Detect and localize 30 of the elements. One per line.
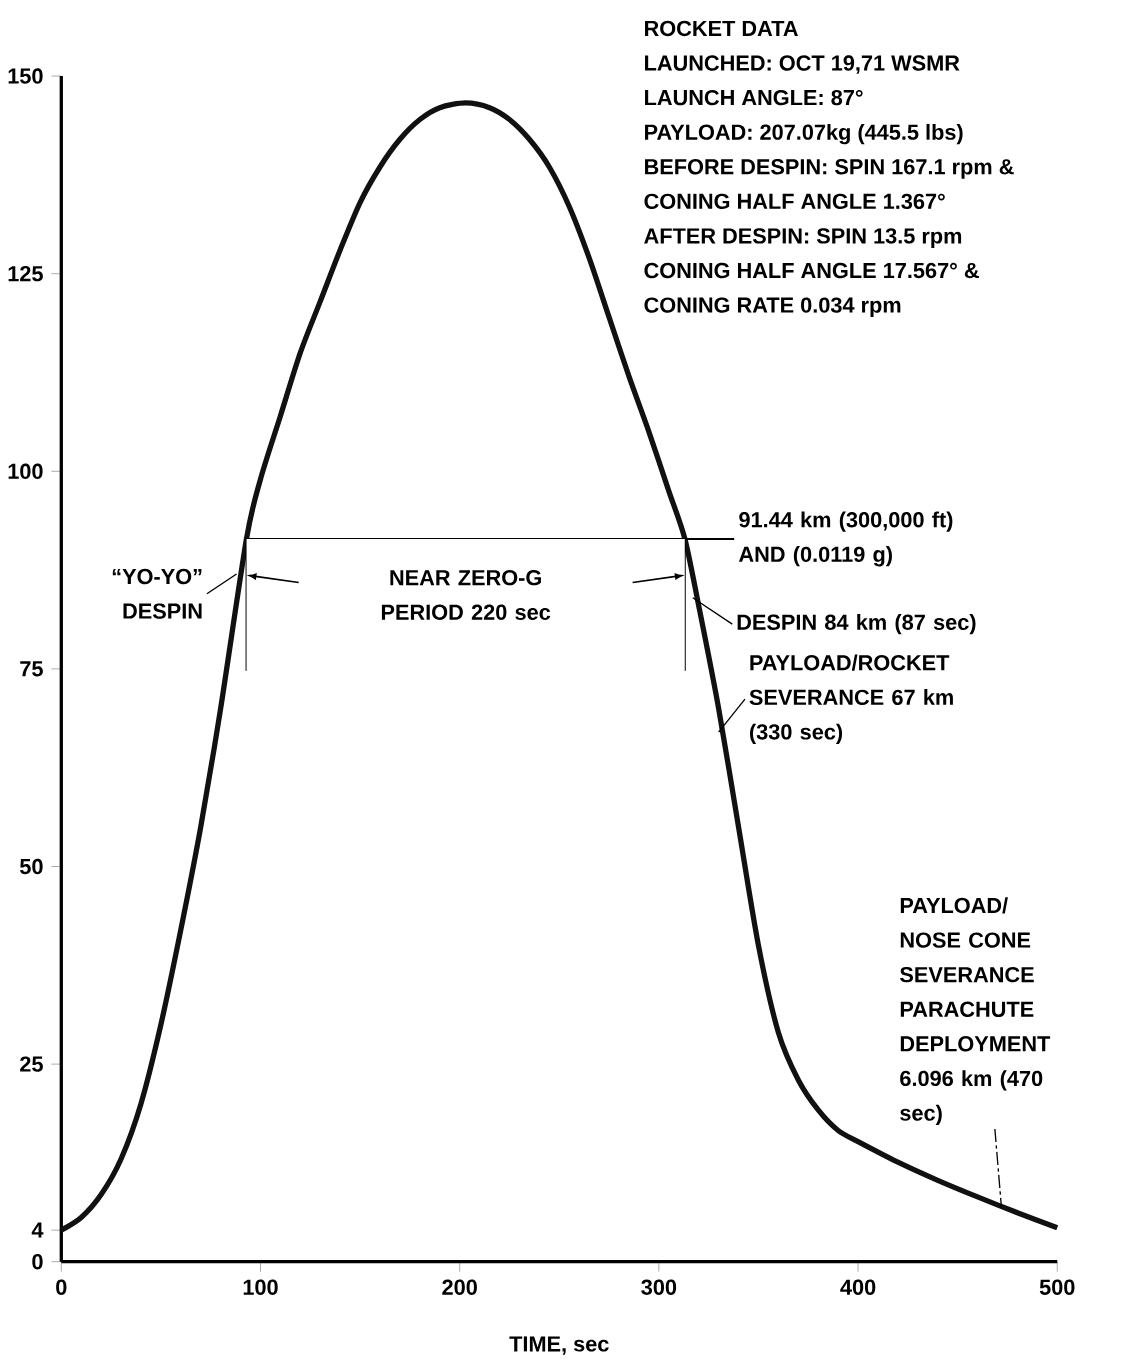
annotation: PAYLOAD/ NOSE CONE SEVERANCE PARACHUTE DEPLOYMENT 6.096 km (470 sec): [900, 897, 1051, 1125]
x-tick-label: 100: [243, 1279, 278, 1295]
text: LAUNCHED: OCT 19,71 WSMR: [645, 55, 960, 74]
y-tick-label: 25: [20, 1056, 44, 1072]
y-tick-label: 150: [8, 68, 43, 84]
annotation: CONING HALF ANGLE 1.367°: [644, 193, 945, 210]
y-tick-label: 4: [31, 1222, 44, 1238]
annotation: CONING RATE 0.034 rpm: [644, 297, 901, 318]
annotation: DESPIN 84 km (87 sec): [737, 613, 976, 635]
annotation: BEFORE DESPIN: SPIN 167.1 rpm &: [645, 159, 1014, 179]
band-label: NEAR ZERO-G PERIOD 220 sec: [382, 569, 551, 620]
annotation: LAUNCH ANGLE: 87°: [645, 89, 863, 106]
y-tick-label: 125: [8, 265, 44, 282]
text: ROCKET DATA: [645, 20, 799, 37]
y-tick-label: 75: [20, 661, 44, 677]
y-tick-label: 100: [8, 463, 43, 479]
x-tick-label: 500: [1039, 1279, 1075, 1295]
ref-line-label: 91.44 km (300,000 ft) AND (0.0119 g): [739, 511, 953, 567]
annotation: AFTER DESPIN: SPIN 13.5 rpm: [644, 228, 962, 248]
x-tick-label: 400: [840, 1279, 876, 1295]
y-tick-label: 50: [20, 858, 43, 875]
x-tick-label: 0: [56, 1279, 67, 1295]
y-tick-label: 0: [32, 1254, 43, 1270]
x-axis-title: TIME, sec: [509, 1336, 609, 1355]
x-tick-label: 300: [641, 1279, 677, 1295]
annotation: PAYLOAD/ROCKET SEVERANCE 67 km (330 sec): [749, 654, 954, 744]
x-tick-label: 200: [442, 1279, 478, 1295]
annotation: PAYLOAD: 207.07kg (445.5 lbs): [645, 123, 963, 145]
annotation: “YO-YO” DESPIN: [112, 568, 202, 619]
annotation: CONING HALF ANGLE 17.567° &: [644, 262, 980, 279]
